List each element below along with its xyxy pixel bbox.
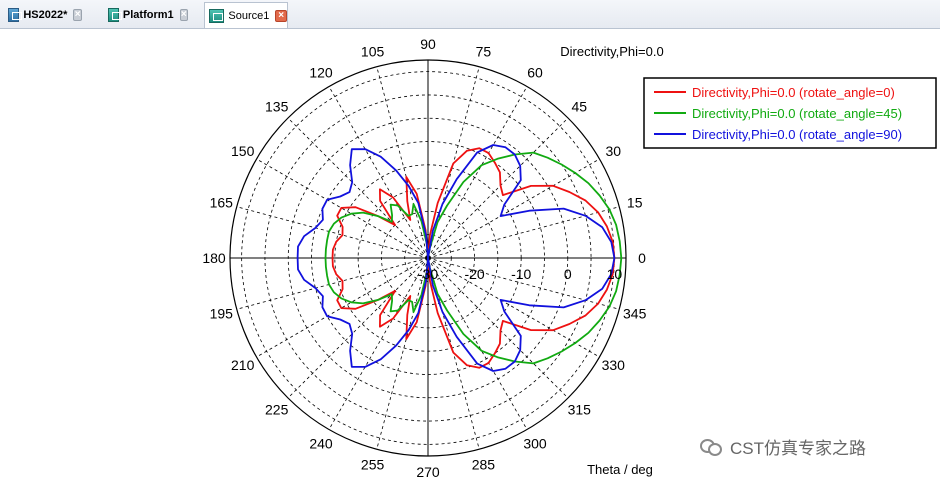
angle-tick-label: 225 — [265, 401, 289, 417]
radial-tick-label: 0 — [564, 266, 572, 282]
angle-tick-label: 0 — [638, 250, 646, 266]
tab-hs2022[interactable]: HS2022* × — [4, 3, 82, 27]
watermark: CST仿真专家之路 — [700, 432, 866, 460]
label-layer: 0 15 30 45 60 75 90 105 120 135 150 165 180 195 210 225… — [202, 36, 646, 480]
radial-tick-label: -20 — [464, 266, 484, 282]
radial-tick-label: -10 — [511, 266, 531, 282]
angle-tick-label: 315 — [568, 401, 592, 417]
legend-entry: Directivity,Phi=0.0 (rotate_angle=0) — [692, 85, 895, 100]
tab-label-platform1: Platform1 — [122, 9, 174, 21]
close-icon[interactable]: × — [275, 9, 287, 22]
tab-source1[interactable]: Source1 × — [204, 2, 288, 28]
grid-spoke — [427, 257, 600, 358]
angle-tick-label: 345 — [623, 305, 647, 321]
series-line-1 — [324, 151, 623, 365]
grid-spoke — [427, 257, 620, 310]
angle-tick-label: 165 — [210, 195, 234, 211]
grid-spoke — [287, 117, 429, 259]
tab-label-source1: Source1 — [228, 9, 270, 22]
angle-tick-label: 105 — [361, 43, 385, 59]
grid-spoke — [236, 257, 429, 310]
grid-spoke — [427, 257, 569, 399]
angle-tick-label: 135 — [265, 99, 289, 115]
tab-platform1[interactable]: Platform1 × — [104, 3, 188, 27]
grid-spoke — [376, 66, 429, 259]
close-icon[interactable]: × — [73, 9, 82, 21]
angle-tick-label: 90 — [420, 36, 436, 52]
tab-bar: HS2022* × Platform1 × Source1 × — [0, 0, 940, 29]
angle-tick-label: 300 — [523, 435, 547, 451]
grid-spoke — [328, 257, 429, 430]
angle-tick-label: 180 — [202, 250, 226, 266]
project-icon — [8, 8, 23, 22]
legend-entry: Directivity,Phi=0.0 (rotate_angle=45) — [692, 106, 902, 121]
grid-spoke — [427, 86, 528, 259]
angle-tick-label: 75 — [476, 43, 492, 59]
grid-spoke — [427, 206, 620, 259]
angle-tick-label: 240 — [309, 435, 333, 451]
angle-tick-label: 255 — [361, 457, 385, 473]
angle-tick-label: 195 — [210, 305, 234, 321]
legend-entry: Directivity,Phi=0.0 (rotate_angle=90) — [692, 127, 902, 142]
series-line-0 — [331, 147, 616, 369]
grid-spoke — [328, 86, 429, 259]
series-line-2 — [296, 144, 616, 372]
legend: Directivity,Phi=0.0 (rotate_angle=0) Dire… — [643, 77, 937, 149]
polar-chart: 0 15 30 45 60 75 90 105 120 135 150 165 180 195 210 225… — [202, 36, 937, 480]
close-icon[interactable]: × — [179, 9, 188, 21]
angle-tick-label: 120 — [309, 65, 333, 81]
watermark-text: CST仿真专家之路 — [730, 438, 866, 458]
grid-spoke — [427, 117, 569, 259]
chart-title: Directivity,Phi=0.0 — [560, 44, 663, 59]
series-layer — [296, 144, 623, 372]
wechat-icon — [700, 437, 722, 456]
platform-icon — [108, 8, 122, 22]
angle-tick-label: 330 — [602, 357, 626, 373]
angle-tick-label: 60 — [527, 65, 543, 81]
legend-frame — [643, 77, 937, 149]
grid-spoke — [427, 158, 600, 259]
angle-tick-label: 150 — [231, 143, 255, 159]
radial-tick-label: -30 — [418, 266, 438, 282]
tab-label-hs2022: HS2022* — [23, 9, 68, 21]
grid-spoke — [376, 257, 429, 450]
angle-tick-label: 270 — [416, 464, 440, 480]
angle-tick-label: 210 — [231, 357, 255, 373]
angle-tick-label: 30 — [606, 143, 622, 159]
source-icon — [209, 8, 225, 23]
grid-spoke — [427, 257, 528, 430]
grid-spoke — [287, 257, 429, 399]
radial-tick-label: 10 — [607, 266, 623, 282]
x-axis-label: Theta / deg — [587, 462, 653, 477]
outer-ring — [229, 59, 627, 457]
angle-tick-label: 285 — [472, 457, 496, 473]
angle-tick-label: 15 — [627, 195, 643, 211]
grid-spoke — [236, 206, 429, 259]
angle-tick-label: 45 — [572, 99, 588, 115]
